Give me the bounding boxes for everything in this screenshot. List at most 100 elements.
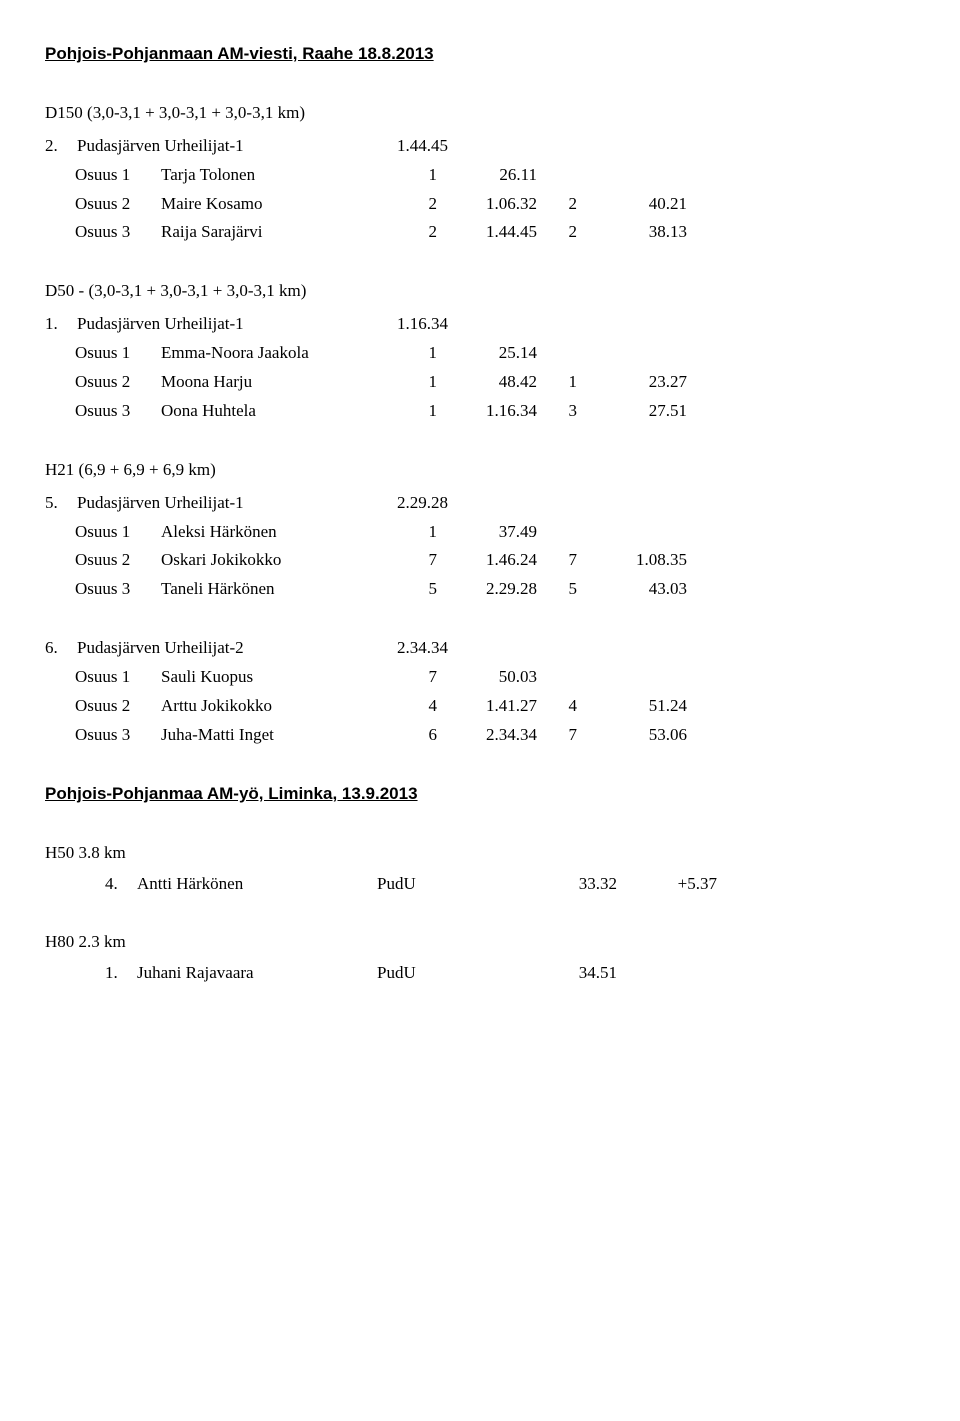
- leg-label: Osuus 1: [75, 518, 161, 547]
- leg-row: Osuus 1Tarja Tolonen126.11: [45, 161, 915, 190]
- leg-pos: 2: [397, 190, 437, 219]
- leg-pos: 1: [397, 339, 437, 368]
- cum-pos: 7: [537, 546, 577, 575]
- cum-time: 40.21: [577, 190, 687, 219]
- team-rank: 5.: [45, 489, 77, 518]
- leg-label: Osuus 3: [75, 721, 161, 750]
- cum-time: 51.24: [577, 692, 687, 721]
- leg-time: 26.11: [437, 161, 537, 190]
- team-row: 2.Pudasjärven Urheilijat-11.44.45: [45, 132, 915, 161]
- runner-name: Sauli Kuopus: [161, 663, 397, 692]
- team-time: 1.16.34: [397, 310, 517, 339]
- cum-pos: 2: [537, 190, 577, 219]
- cum-pos: 3: [537, 397, 577, 426]
- leg-time: 1.46.24: [437, 546, 537, 575]
- leg-row: Osuus 1Aleksi Härkönen137.49: [45, 518, 915, 547]
- leg-time: 25.14: [437, 339, 537, 368]
- result-rank: 4.: [105, 870, 137, 899]
- result-time: 33.32: [517, 870, 617, 899]
- class-block: H21 (6,9 + 6,9 + 6,9 km) 5.Pudasjärven Ur…: [45, 456, 915, 604]
- runner-name: Oona Huhtela: [161, 397, 397, 426]
- team-time: 1.44.45: [397, 132, 517, 161]
- team-row: 1.Pudasjärven Urheilijat-11.16.34: [45, 310, 915, 339]
- cum-time: 38.13: [577, 218, 687, 247]
- class-block: D50 - (3,0-3,1 + 3,0-3,1 + 3,0-3,1 km) 1.…: [45, 277, 915, 425]
- team-time: 2.29.28: [397, 489, 517, 518]
- class-header: D150 (3,0-3,1 + 3,0-3,1 + 3,0-3,1 km): [45, 99, 915, 128]
- cum-pos: 7: [537, 721, 577, 750]
- leg-pos: 7: [397, 663, 437, 692]
- leg-row: Osuus 1Sauli Kuopus750.03: [45, 663, 915, 692]
- runner-name: Arttu Jokikokko: [161, 692, 397, 721]
- leg-pos: 6: [397, 721, 437, 750]
- runner-name: Juha-Matti Inget: [161, 721, 397, 750]
- runner-name: Maire Kosamo: [161, 190, 397, 219]
- cum-time: 27.51: [577, 397, 687, 426]
- cum-pos: 5: [537, 575, 577, 604]
- team-rank: 1.: [45, 310, 77, 339]
- leg-label: Osuus 3: [75, 575, 161, 604]
- class-header: D50 - (3,0-3,1 + 3,0-3,1 + 3,0-3,1 km): [45, 277, 915, 306]
- team-rank: 2.: [45, 132, 77, 161]
- result-name: Juhani Rajavaara: [137, 959, 377, 988]
- runner-name: Emma-Noora Jaakola: [161, 339, 397, 368]
- leg-row: Osuus 3Juha-Matti Inget62.34.34753.06: [45, 721, 915, 750]
- cum-time: 1.08.35: [577, 546, 687, 575]
- cum-pos: 2: [537, 218, 577, 247]
- runner-name: Oskari Jokikokko: [161, 546, 397, 575]
- leg-label: Osuus 1: [75, 161, 161, 190]
- leg-pos: 5: [397, 575, 437, 604]
- team-row: 5.Pudasjärven Urheilijat-12.29.28: [45, 489, 915, 518]
- leg-label: Osuus 2: [75, 190, 161, 219]
- runner-name: Taneli Härkönen: [161, 575, 397, 604]
- team-name: Pudasjärven Urheilijat-1: [77, 310, 397, 339]
- leg-pos: 1: [397, 397, 437, 426]
- leg-row: Osuus 2Arttu Jokikokko41.41.27451.24: [45, 692, 915, 721]
- leg-pos: 7: [397, 546, 437, 575]
- leg-row: Osuus 3Raija Sarajärvi21.44.45238.13: [45, 218, 915, 247]
- leg-time: 1.44.45: [437, 218, 537, 247]
- leg-pos: 2: [397, 218, 437, 247]
- team-time: 2.34.34: [397, 634, 517, 663]
- class-block: 6.Pudasjärven Urheilijat-22.34.34Osuus 1…: [45, 634, 915, 750]
- leg-pos: 1: [397, 161, 437, 190]
- cum-pos: 1: [537, 368, 577, 397]
- result-club: PudU: [377, 959, 517, 988]
- result-club: PudU: [377, 870, 517, 899]
- result-name: Antti Härkönen: [137, 870, 377, 899]
- leg-label: Osuus 1: [75, 339, 161, 368]
- result-diff: +5.37: [617, 870, 717, 899]
- leg-label: Osuus 3: [75, 397, 161, 426]
- result-time: 34.51: [517, 959, 617, 988]
- leg-time: 1.41.27: [437, 692, 537, 721]
- leg-pos: 4: [397, 692, 437, 721]
- leg-row: Osuus 2Maire Kosamo21.06.32240.21: [45, 190, 915, 219]
- leg-time: 2.34.34: [437, 721, 537, 750]
- event-title-2: Pohjois-Pohjanmaa AM-yö, Liminka, 13.9.2…: [45, 780, 915, 809]
- cum-time: 23.27: [577, 368, 687, 397]
- leg-time: 37.49: [437, 518, 537, 547]
- leg-pos: 1: [397, 368, 437, 397]
- leg-label: Osuus 1: [75, 663, 161, 692]
- leg-label: Osuus 3: [75, 218, 161, 247]
- night-class-header: H50 3.8 km: [45, 839, 915, 868]
- leg-row: Osuus 2Oskari Jokikokko71.46.2471.08.35: [45, 546, 915, 575]
- leg-row: Osuus 1Emma-Noora Jaakola125.14: [45, 339, 915, 368]
- leg-time: 1.06.32: [437, 190, 537, 219]
- leg-time: 2.29.28: [437, 575, 537, 604]
- leg-row: Osuus 3Taneli Härkönen52.29.28543.03: [45, 575, 915, 604]
- event-title: Pohjois-Pohjanmaan AM-viesti, Raahe 18.8…: [45, 40, 915, 69]
- leg-time: 48.42: [437, 368, 537, 397]
- runner-name: Raija Sarajärvi: [161, 218, 397, 247]
- team-name: Pudasjärven Urheilijat-1: [77, 132, 397, 161]
- leg-time: 1.16.34: [437, 397, 537, 426]
- cum-time: 53.06: [577, 721, 687, 750]
- result-row: 1.Juhani RajavaaraPudU34.51: [45, 959, 915, 988]
- team-row: 6.Pudasjärven Urheilijat-22.34.34: [45, 634, 915, 663]
- cum-time: 43.03: [577, 575, 687, 604]
- leg-row: Osuus 3Oona Huhtela11.16.34327.51: [45, 397, 915, 426]
- class-header: H21 (6,9 + 6,9 + 6,9 km): [45, 456, 915, 485]
- result-row: 4.Antti HärkönenPudU33.32+5.37: [45, 870, 915, 899]
- night-class-header: H80 2.3 km: [45, 928, 915, 957]
- team-rank: 6.: [45, 634, 77, 663]
